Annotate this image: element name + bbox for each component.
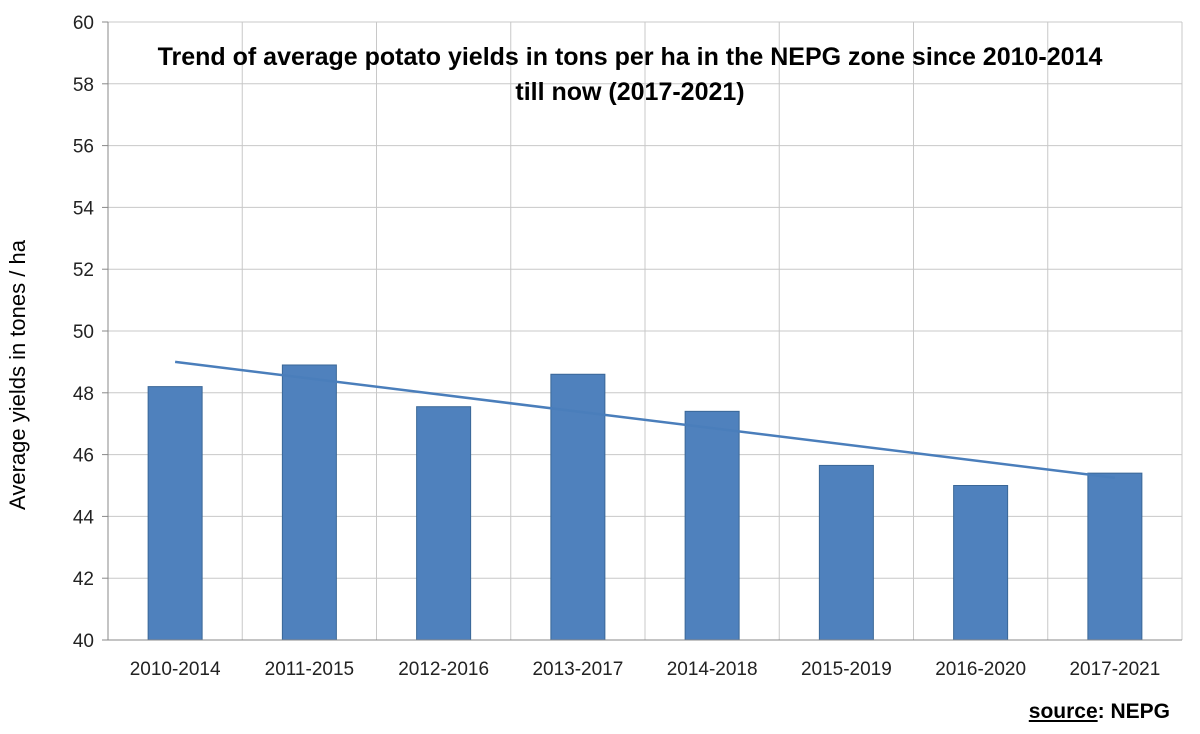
bar-2016-2020 xyxy=(953,485,1009,641)
bar-2014-2018 xyxy=(684,410,740,641)
x-tick-label: 2011-2015 xyxy=(265,659,354,680)
y-tick-label: 46 xyxy=(73,446,94,467)
x-tick-label: 2012-2016 xyxy=(398,659,489,680)
bar-2012-2016 xyxy=(416,406,472,641)
x-tick-label: 2017-2021 xyxy=(1069,659,1160,680)
bar-2017-2021 xyxy=(1087,472,1143,641)
x-tick-label: 2016-2020 xyxy=(935,659,1026,680)
y-tick-label: 42 xyxy=(73,569,94,590)
x-tick-label: 2014-2018 xyxy=(667,659,758,680)
y-axis-title: Average yields in tones / ha xyxy=(5,239,30,510)
axes xyxy=(102,21,1182,641)
chart-title-line-1: Trend of average potato yields in tons p… xyxy=(158,43,1103,71)
x-tick-label: 2013-2017 xyxy=(532,659,623,680)
bars xyxy=(147,364,1143,641)
bar-2013-2017 xyxy=(550,373,606,641)
source-value: : NEPG xyxy=(1097,700,1170,723)
bar-2011-2015 xyxy=(281,364,337,641)
source-label: source xyxy=(1028,700,1098,723)
bar-2010-2014 xyxy=(147,386,203,641)
y-tick-label: 44 xyxy=(73,507,95,528)
y-tick-label: 52 xyxy=(73,260,94,281)
y-tick-label: 54 xyxy=(73,198,95,219)
chart-title-line-2: till now (2017-2021) xyxy=(515,78,744,106)
grid-lines xyxy=(108,21,1183,640)
y-tick-label: 50 xyxy=(73,322,94,343)
x-tick-label: 2015-2019 xyxy=(801,659,892,680)
x-tick-label: 2010-2014 xyxy=(130,659,221,680)
trendline-group xyxy=(174,360,1116,480)
trendline xyxy=(174,360,1116,480)
y-tick-label: 48 xyxy=(73,384,94,405)
y-tick-label: 56 xyxy=(73,137,94,158)
source-note: source: NEPG xyxy=(1029,700,1170,724)
y-tick-label: 58 xyxy=(73,75,94,96)
y-tick-label: 60 xyxy=(73,13,94,34)
bar-2015-2019 xyxy=(818,464,874,641)
y-tick-labels: 40 42 44 46 48 50 52 54 56 58 60 xyxy=(73,13,95,652)
x-tick-labels: 2010-2014 2011-2015 2012-2016 2013-2017 2014… xyxy=(130,659,1161,680)
y-tick-label: 40 xyxy=(73,631,94,652)
